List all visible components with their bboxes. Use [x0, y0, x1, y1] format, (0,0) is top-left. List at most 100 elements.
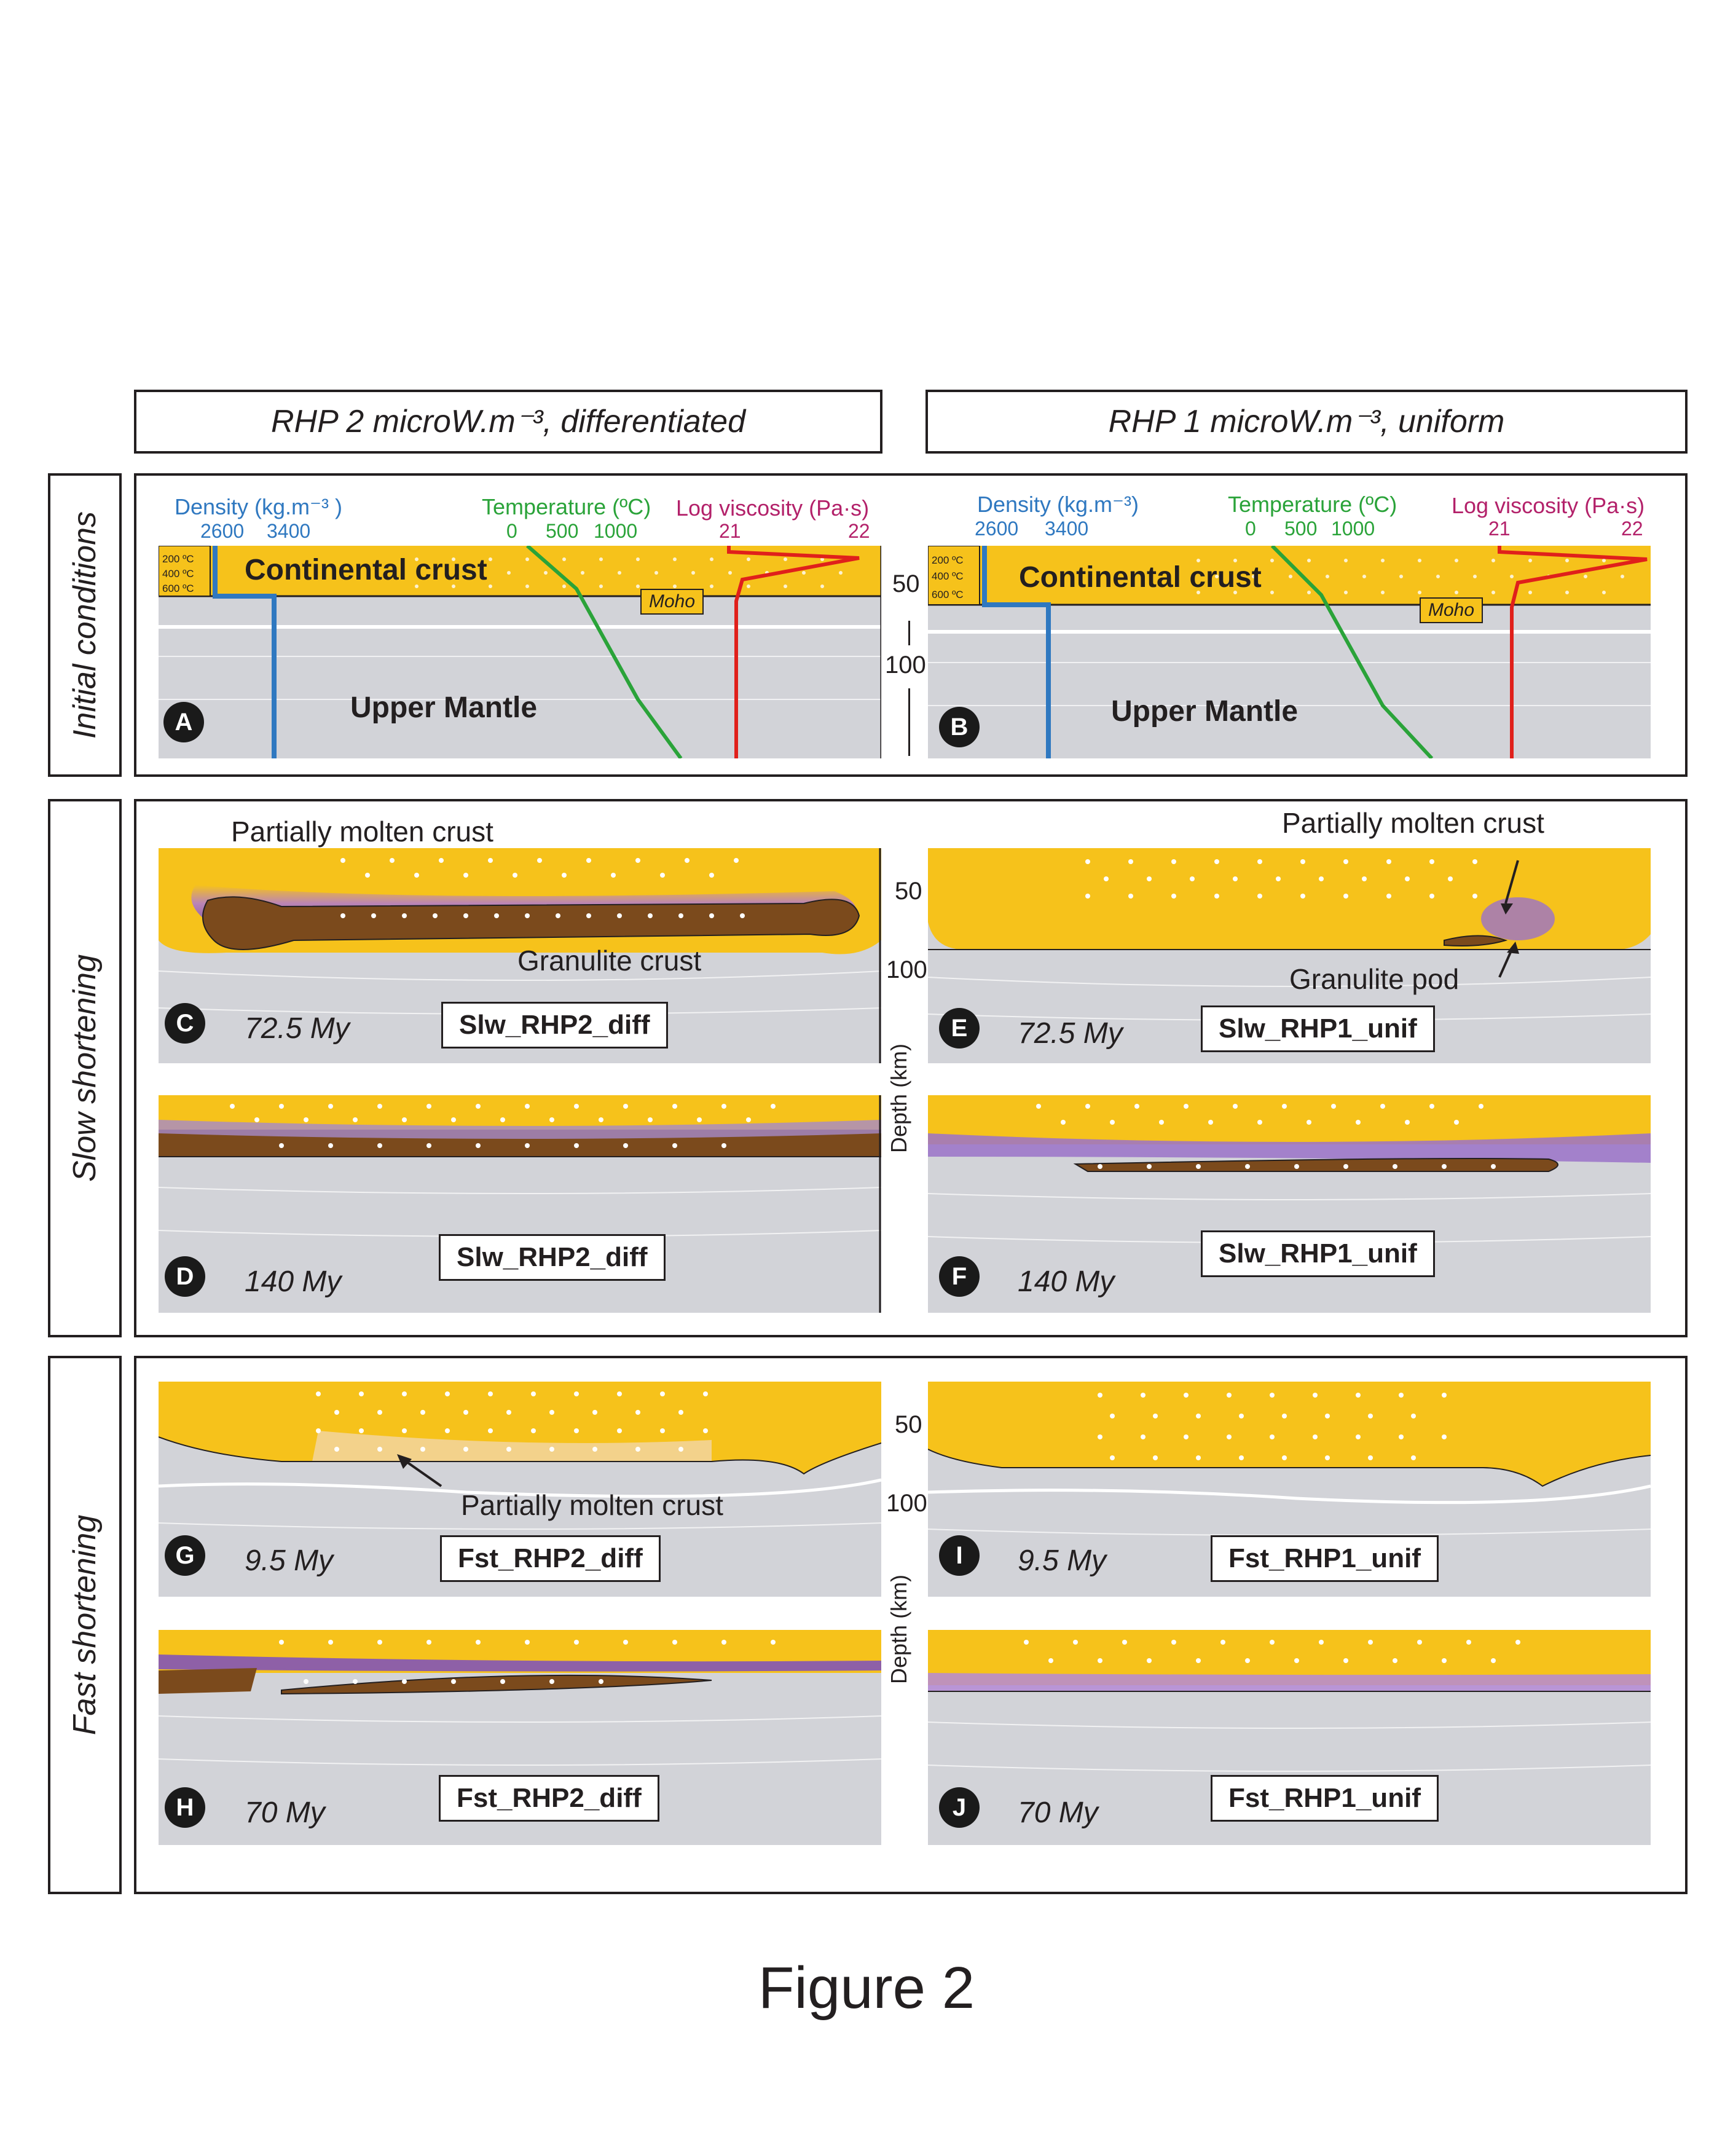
figure-caption: Figure 2 [758, 1955, 975, 2021]
panel-d-letter: D [165, 1256, 205, 1297]
panel-a-letter: A [163, 702, 204, 742]
panel-j-time: 70 My [1018, 1796, 1098, 1829]
depth-title-slow: Depth (km) [886, 1043, 911, 1153]
panel-d-time: 140 My [245, 1265, 342, 1298]
temperature-tick-500-a: 500 [546, 520, 579, 542]
panel-i: I 9.5 My Fst_RHP1_unif [928, 1382, 1651, 1597]
temperature-tick-0-b: 0 [1245, 517, 1256, 540]
viscosity-tick-21-a: 21 [719, 520, 741, 542]
annotation-granulite-pod-e: Granulite pod [1289, 963, 1460, 995]
panel-f-graphic [928, 1095, 1651, 1243]
header-left-text: RHP 2 microW.m⁻³, differentiated [270, 404, 745, 439]
panel-c-letter: C [165, 1003, 205, 1044]
temperature-tick-500-b: 500 [1284, 517, 1318, 540]
panel-d: D 140 My Slw_RHP2_diff [159, 1095, 881, 1313]
isotherm-600-b: 600 ºC [932, 589, 964, 600]
annotation-partially-molten-g: Partially molten crust [461, 1489, 723, 1521]
panel-c: C 72.5 My Slw_RHP2_diff [159, 848, 881, 1063]
upper-mantle-label-a: Upper Mantle [350, 691, 538, 724]
panel-h-tag: Fst_RHP2_diff [439, 1775, 659, 1822]
panel-f: F 140 My Slw_RHP1_unif [928, 1095, 1651, 1313]
panel-e-time: 72.5 My [1018, 1017, 1123, 1050]
row-label-slow: Slow shortening [48, 799, 122, 1337]
density-title-a: Density (kg.m⁻³ ) [175, 494, 343, 519]
viscosity-tick-22-a: 22 [848, 520, 870, 542]
upper-mantle-label-b: Upper Mantle [1111, 695, 1299, 728]
isotherm-400-b: 400 ºC [932, 570, 964, 582]
panel-h-letter: H [165, 1787, 205, 1828]
moho-label-b: Moho [1420, 597, 1483, 623]
isotherm-400-a: 400 ºC [162, 568, 194, 580]
panel-b-graphic [928, 546, 1651, 758]
viscosity-title-a: Log viscosity (Pa·s) [676, 495, 870, 521]
panel-g-graphic [159, 1382, 881, 1530]
header-left: RHP 2 microW.m⁻³, differentiated [134, 390, 882, 454]
depth-tick-50-slow: 50 [895, 878, 922, 905]
isotherm-200-a: 200 ºC [162, 553, 194, 565]
panel-g-time: 9.5 My [245, 1544, 334, 1577]
density-tick-3400-a: 3400 [267, 520, 311, 542]
panel-f-time: 140 My [1018, 1265, 1115, 1298]
row-label-fast-text: Fast shortening [67, 1514, 103, 1736]
panel-b: 200 ºC 400 ºC 600 ºC Continental crust M… [928, 546, 1651, 758]
panel-f-letter: F [939, 1256, 980, 1297]
header-right-text: RHP 1 microW.m⁻³, uniform [1108, 404, 1505, 439]
temperature-tick-0-a: 0 [506, 520, 517, 542]
panel-h: H 70 My Fst_RHP2_diff [159, 1630, 881, 1845]
viscosity-tick-21-b: 21 [1488, 517, 1511, 540]
continental-crust-label-b: Continental crust [1019, 561, 1262, 594]
panel-d-tag: Slw_RHP2_diff [439, 1234, 666, 1281]
row-label-slow-text: Slow shortening [67, 954, 103, 1182]
panel-h-time: 70 My [245, 1796, 325, 1829]
panel-a: 200 ºC 400 ºC 600 ºC Continental crust M… [159, 546, 881, 758]
annotation-partially-molten-c: Partially molten crust [231, 816, 493, 848]
viscosity-title-b: Log viscosity (Pa·s) [1452, 493, 1645, 518]
panel-g-tag: Fst_RHP2_diff [440, 1535, 661, 1582]
panel-c-graphic [159, 848, 881, 1063]
density-tick-2600-a: 2600 [200, 520, 245, 542]
panel-j-tag: Fst_RHP1_unif [1211, 1775, 1439, 1822]
panel-d-graphic [159, 1095, 881, 1313]
panel-j: J 70 My Fst_RHP1_unif [928, 1630, 1651, 1845]
annotation-granulite-crust-c: Granulite crust [517, 945, 702, 977]
panel-e-tag: Slw_RHP1_unif [1201, 1005, 1435, 1052]
depth-tick-100-slow: 100 [886, 956, 927, 983]
panel-j-graphic [928, 1630, 1651, 1772]
annotation-partially-molten-e: Partially molten crust [1282, 807, 1544, 839]
density-title-b: Density (kg.m⁻³) [977, 492, 1139, 517]
row-label-initial: Initial conditions [48, 473, 122, 777]
temperature-tick-1000-b: 1000 [1331, 517, 1375, 540]
continental-crust-label-a: Continental crust [245, 554, 487, 586]
depth-tick-100-fast: 100 [886, 1490, 927, 1517]
temperature-title-a: Temperature (ºC) [482, 494, 651, 519]
isotherm-200-b: 200 ºC [932, 554, 964, 566]
row-label-fast: Fast shortening [48, 1356, 122, 1894]
depth-tick-50-initial: 50 [892, 570, 920, 597]
depth-title-fast: Depth (km) [886, 1574, 911, 1684]
panel-j-letter: J [939, 1787, 980, 1828]
panel-e-graphic [928, 848, 1651, 1021]
density-tick-2600-b: 2600 [975, 517, 1019, 540]
isotherm-600-a: 600 ºC [162, 583, 194, 594]
viscosity-tick-22-b: 22 [1621, 517, 1643, 540]
header-right: RHP 1 microW.m⁻³, uniform [925, 390, 1688, 454]
depth-axis-line-initial-2 [908, 688, 910, 756]
temperature-title-b: Temperature (ºC) [1228, 492, 1397, 517]
panel-a-graphic [159, 546, 881, 758]
panel-f-tag: Slw_RHP1_unif [1201, 1230, 1435, 1277]
panel-i-tag: Fst_RHP1_unif [1211, 1535, 1439, 1582]
panel-i-time: 9.5 My [1018, 1544, 1107, 1577]
panel-c-time: 72.5 My [245, 1012, 350, 1045]
depth-axis-line-initial [908, 621, 910, 645]
temperature-tick-1000-a: 1000 [594, 520, 638, 542]
depth-tick-50-fast: 50 [895, 1411, 922, 1438]
panel-e-letter: E [939, 1008, 980, 1048]
panel-i-letter: I [939, 1535, 980, 1576]
panel-g-letter: G [165, 1535, 205, 1576]
panel-g: G 9.5 My Fst_RHP2_diff [159, 1382, 881, 1597]
panel-i-graphic [928, 1382, 1651, 1536]
row-label-initial-text: Initial conditions [67, 511, 103, 739]
panel-c-tag: Slw_RHP2_diff [441, 1002, 668, 1048]
panel-b-letter: B [939, 707, 980, 747]
depth-tick-100-initial: 100 [885, 651, 926, 679]
